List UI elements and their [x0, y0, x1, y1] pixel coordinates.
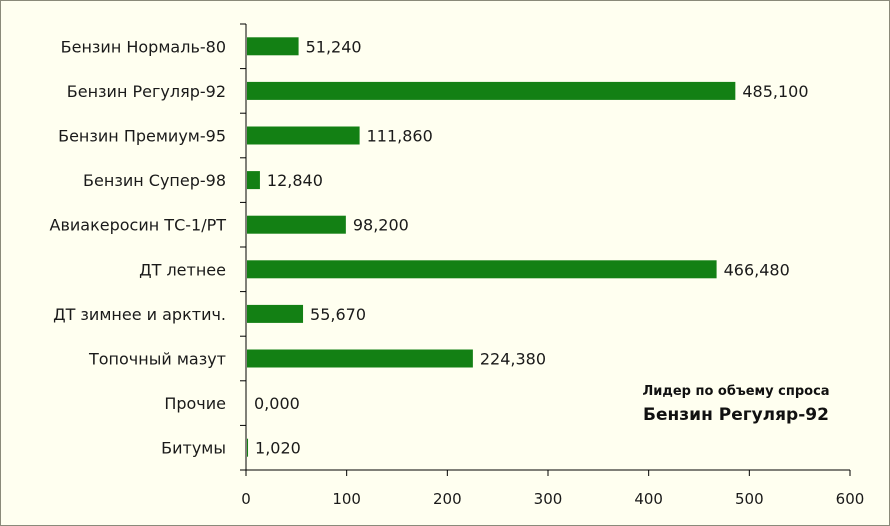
category-label: Топочный мазут	[88, 350, 226, 369]
bar	[247, 438, 249, 457]
bar	[247, 215, 346, 234]
x-tick-label: 100	[332, 490, 361, 508]
bar	[247, 126, 360, 145]
x-tick-label: 500	[735, 490, 764, 508]
category-label: Бензин Супер-98	[83, 171, 226, 190]
data-label: 0,000	[254, 394, 300, 413]
x-tick-label: 300	[534, 490, 563, 508]
bar	[247, 260, 717, 279]
category-label: Бензин Регуляр-92	[67, 82, 226, 101]
x-tick-label: 400	[634, 490, 663, 508]
data-label: 51,240	[306, 37, 362, 56]
data-label: 111,860	[367, 127, 433, 146]
bar	[247, 81, 736, 100]
data-label: 12,840	[267, 171, 323, 190]
data-label: 224,380	[480, 350, 546, 369]
leader-annotation: Лидер по объему спроса Бензин Регуляр-92	[601, 384, 871, 425]
category-label: Бензин Премиум-95	[58, 127, 226, 146]
bar	[247, 171, 260, 190]
category-label: ДТ зимнее и арктич.	[53, 305, 226, 324]
category-label: Бензин Нормаль-80	[61, 37, 226, 56]
x-tick-label: 200	[433, 490, 462, 508]
category-label: Авиакеросин ТС-1/РТ	[50, 216, 227, 235]
data-label: 485,100	[742, 82, 808, 101]
category-label: ДТ летнее	[139, 260, 226, 279]
x-tick-label: 600	[836, 490, 865, 508]
bar	[247, 349, 473, 368]
data-label: 1,020	[255, 439, 301, 458]
data-label: 55,670	[310, 305, 366, 324]
data-label: 466,480	[724, 260, 790, 279]
category-label: Битумы	[161, 439, 226, 458]
x-tick-label: 0	[241, 490, 251, 508]
leader-title: Лидер по объему спроса	[642, 384, 830, 399]
category-label: Прочие	[164, 394, 226, 413]
bar	[247, 37, 299, 56]
bar	[247, 304, 304, 323]
data-label: 98,200	[353, 216, 409, 235]
leader-value: Бензин Регуляр-92	[643, 405, 829, 425]
